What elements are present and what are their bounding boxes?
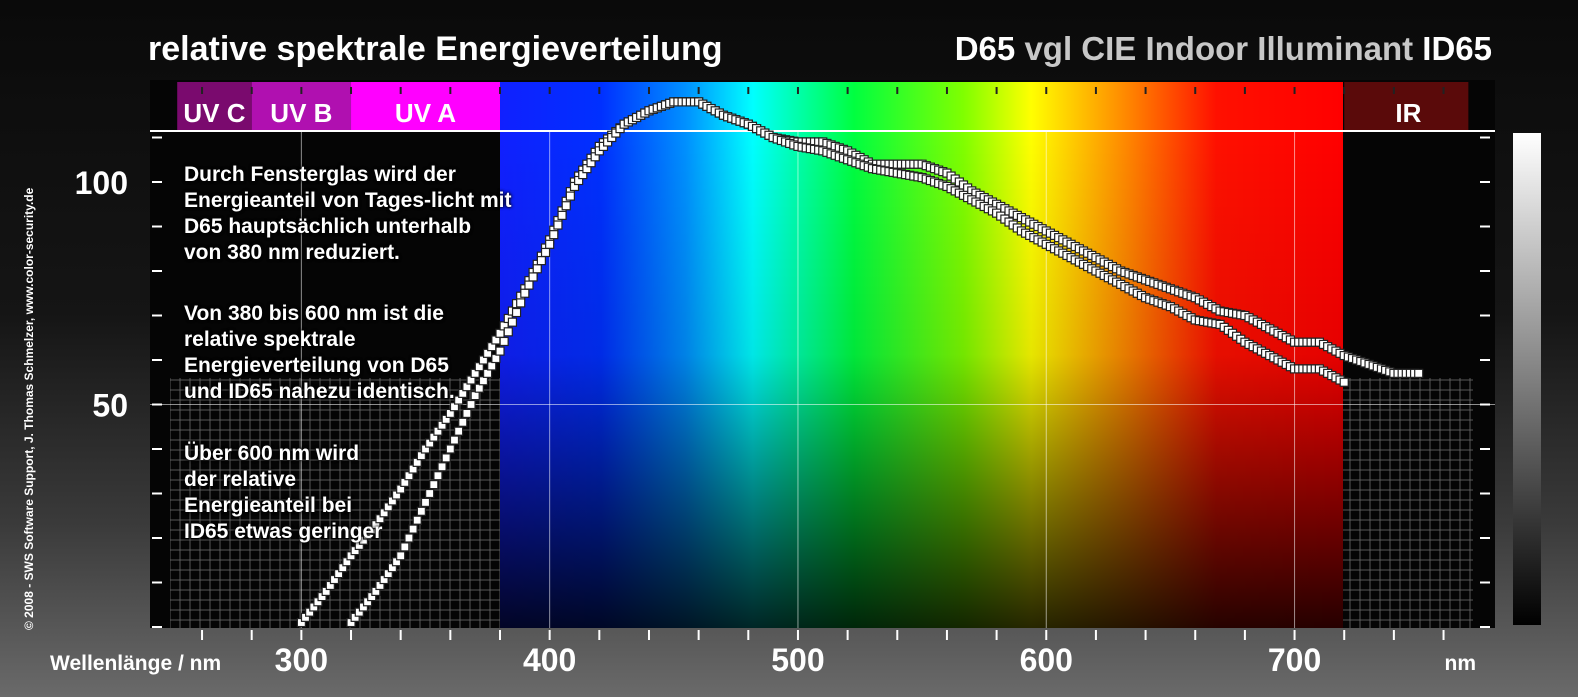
data-point: [462, 408, 472, 418]
annotation-glass: Durch Fensterglas wird der Energieanteil…: [184, 163, 512, 264]
axis-layer: 50 100 300 400 500 600 700 Wellenlänge / nm nm: [50, 136, 1490, 678]
grid-layer: [150, 132, 1495, 628]
band-layer: UV C UV B UV A IR: [150, 82, 1495, 132]
data-point: [478, 376, 489, 386]
x-axis-label: Wellenlänge / nm: [50, 652, 221, 675]
data-point: [491, 353, 501, 364]
data-point: [557, 210, 567, 220]
band-label: UV C: [183, 98, 245, 128]
data-point: [466, 399, 476, 410]
x-tick-label: 500: [771, 642, 824, 678]
band-label: UV A: [395, 98, 456, 128]
data-point: [404, 533, 414, 543]
data-point: [561, 201, 571, 211]
data-point: [499, 336, 509, 347]
data-point: [524, 280, 534, 290]
data-point: [520, 288, 530, 298]
y-tick-label: 100: [75, 165, 128, 201]
data-point: [540, 247, 551, 258]
series-layer: [296, 97, 1424, 628]
data-point: [449, 435, 460, 445]
spectrum-shade: [500, 132, 1343, 628]
data-point: [545, 239, 555, 249]
subtitle-cie: vgl CIE Indoor Illuminant: [1024, 30, 1414, 67]
chart-title: relative spektrale Energieverteilung: [148, 30, 723, 68]
band-ir: [1344, 82, 1469, 130]
band-label: IR: [1395, 98, 1421, 128]
data-point: [528, 272, 538, 282]
data-point: [549, 230, 559, 240]
data-point: [516, 298, 526, 308]
data-point: [1339, 377, 1349, 387]
data-point: [532, 264, 542, 274]
data-point: [437, 462, 447, 472]
data-point: [433, 471, 443, 481]
data-point: [458, 417, 468, 427]
data-point: [507, 317, 518, 327]
subtitle-d65: D65: [954, 30, 1016, 67]
data-point: [553, 220, 563, 230]
x-tick-label: 400: [523, 642, 576, 678]
data-point: [503, 327, 513, 337]
data-point: [396, 551, 406, 561]
data-point: [474, 383, 484, 393]
grid-right: [1343, 378, 1473, 628]
data-point: [445, 444, 455, 454]
x-tick-label: 300: [275, 642, 328, 678]
data-point: [482, 368, 493, 378]
data-point: [441, 453, 451, 463]
annotation-identical: Von 380 bis 600 nm ist die relative spek…: [184, 302, 455, 403]
data-point: [408, 524, 418, 534]
annotation-above-600: Über 600 nm wird der relative Energieant…: [184, 442, 383, 543]
data-point: [495, 328, 505, 338]
data-point: [565, 191, 575, 201]
data-point: [536, 256, 546, 266]
chart-subtitle: D65 vgl CIE Indoor Illuminant ID65: [955, 30, 1492, 68]
series-id65: [346, 97, 1349, 628]
y-tick-label: 50: [92, 388, 128, 424]
x-tick-label: 700: [1268, 642, 1321, 678]
data-point: [1414, 368, 1424, 378]
x-tick-label: 600: [1020, 642, 1073, 678]
grayscale-bar: [1513, 133, 1541, 625]
data-point: [511, 307, 522, 318]
data-point: [420, 497, 431, 507]
data-point: [425, 488, 435, 499]
copyright-text: © 2008 - SWS Software Support, J. Thomas…: [22, 187, 36, 630]
data-point: [487, 361, 497, 371]
data-point: [416, 506, 426, 516]
x-axis-unit: nm: [1445, 652, 1477, 675]
data-point: [400, 542, 410, 552]
band-uv-a: [351, 82, 500, 130]
data-point: [495, 346, 505, 356]
subtitle-id65: ID65: [1422, 30, 1492, 67]
data-point: [429, 480, 439, 490]
data-point: [454, 426, 464, 436]
data-point: [412, 515, 422, 525]
band-uv-c: [177, 82, 252, 130]
band-label: UV B: [270, 98, 332, 128]
